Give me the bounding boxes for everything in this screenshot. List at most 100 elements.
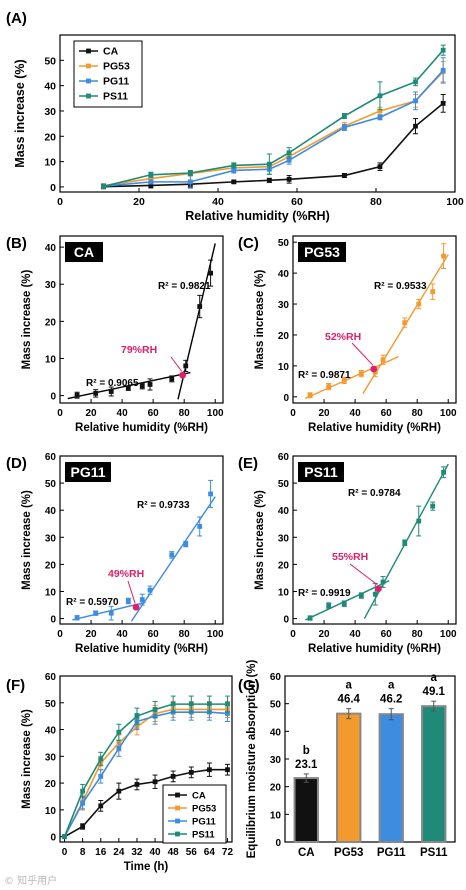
y-tick-label: 30 [45,533,57,544]
data-point [175,818,180,824]
intersection-point [374,585,382,593]
axes-(E): 0 10 20 30 40 50 60 0 20 40 60 80 100 Relative humidi… [238,452,457,655]
data-point [358,371,364,377]
data-point [116,745,122,751]
data-point [380,579,386,585]
data-point [188,769,194,775]
series-line [63,703,228,837]
data-point [175,792,180,798]
x-tick-label: 100 [446,196,464,208]
y-tick-label: 30 [45,752,57,763]
data-point [148,179,154,185]
axes-(G): 0 10 20 30 40 50 60 Equilibrium moisture absorp… [238,659,456,859]
data-point [188,701,194,707]
data-point [208,491,213,497]
y-tick-label: 60 [45,452,57,463]
data-point [147,587,153,593]
x-tick-label: 100 [207,408,224,419]
data-point [441,253,446,259]
y-tick-label: 20 [45,560,57,571]
data-point [416,301,422,307]
data-point [148,172,154,178]
y-tick-label: 40 [270,727,282,738]
data-point [440,47,446,53]
data-point [372,369,378,375]
data-point [74,392,80,398]
y-tick-label: 40 [278,269,290,280]
series-line [103,49,444,188]
data-point [413,123,418,129]
y-tick-label: 20 [278,560,290,571]
legend-label: PG53 [103,61,130,73]
data-point [147,382,153,387]
plot-frame [59,675,233,843]
data-point [98,803,104,809]
panel-letter: (A) [6,10,27,27]
x-axis-label: Relative humidity (%RH) [185,209,329,223]
intersection-label: 52%RH [325,331,361,343]
legend-label: PS11 [103,91,128,103]
r2-high-label: R² = 0.9533 [374,281,427,292]
data-point [80,800,86,806]
series-line [103,69,444,187]
y-tick-label: 30 [44,106,56,118]
r2-low-label: R² = 0.9919 [298,588,351,599]
y-tick-label: 0 [283,393,289,404]
data-point [266,177,272,183]
y-tick-label: 50 [278,238,290,249]
x-tick-label: 60 [291,196,303,208]
y-tick-label: 10 [45,806,57,817]
y-tick-label: 20 [45,317,57,328]
sample-label-box [298,242,346,262]
legend-label: CA [192,791,206,802]
y-axis-label: Mass increase (%) [13,59,27,167]
axes-(F): 0 10 20 30 40 50 60 0 8 16 24 32 40 48 56 64 72 Time (h) M… [6,672,233,873]
panel-letter: (D) [6,455,27,472]
x-axis-label: Relative humidity (%RH) [75,643,208,655]
x-tick-label: 64 [204,847,216,858]
data-point [108,389,114,394]
r2-low-label: R² = 0.9871 [298,370,351,381]
y-tick-label: 30 [45,280,57,291]
data-point [169,376,175,382]
data-point [93,390,99,396]
data-point [341,378,347,383]
significance-letter: a [346,680,353,692]
x-tick-label: 60 [148,408,160,419]
data-point [175,805,180,811]
axes-(C): 0 10 20 30 40 50 0 20 40 60 80 100 Relative humidity… [238,235,457,434]
y-tick-label: 10 [278,587,290,598]
intersection-label: 79%RH [121,344,157,356]
data-point [225,701,230,707]
r2-low-label: R² = 0.9065 [86,378,139,389]
y-axis-label: Mass increase (%) [21,709,33,809]
x-tick-label: 0 [57,196,63,208]
y-tick-label: 40 [45,726,57,737]
legend-label: CA [103,46,119,58]
annotation-arrow [127,580,136,604]
y-tick-label: 40 [278,506,290,517]
data-point [86,63,91,69]
data-point [307,392,313,398]
y-tick-label: 60 [278,452,290,463]
annotation-arrow [351,342,374,366]
data-point [134,782,140,787]
x-tick-label: 0 [57,629,63,640]
panel-letter: (E) [238,455,258,472]
data-point [74,615,80,621]
data-point [377,114,383,120]
y-tick-label: 50 [45,699,57,710]
data-point [231,179,237,185]
series-line [103,71,444,187]
y-tick-label: 40 [45,506,57,517]
x-tick-label: 20 [318,408,330,419]
significance-letter: b [303,745,310,757]
data-point [86,93,91,99]
data-point [148,176,154,181]
x-tick-label: 40 [212,196,224,208]
bar [378,713,404,843]
data-point [286,176,292,182]
x-tick-label: 40 [149,847,161,858]
y-tick-label: 0 [283,615,289,626]
x-tick-label: 20 [85,629,97,640]
